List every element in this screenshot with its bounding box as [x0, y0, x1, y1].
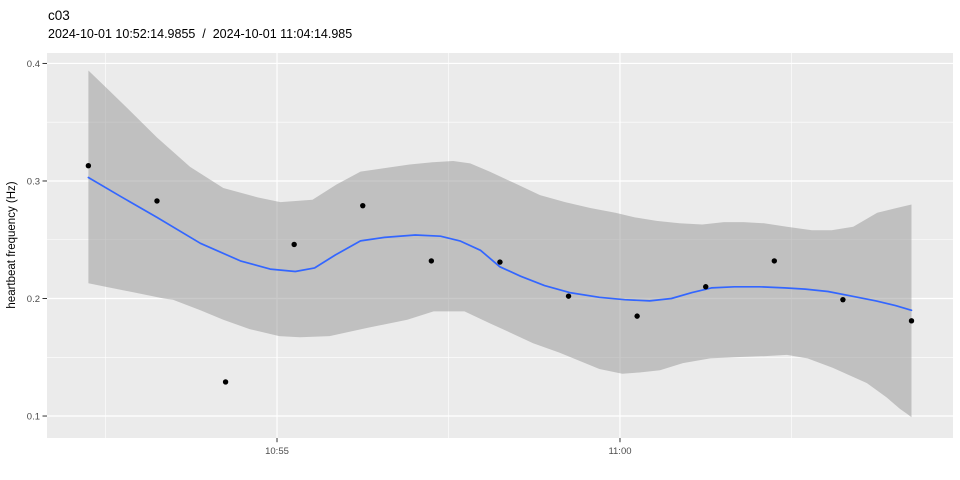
- data-point: [222, 379, 229, 385]
- data-point: [634, 313, 640, 319]
- x-tick-label: 11:00: [608, 446, 631, 457]
- x-tick-label: 10:55: [265, 446, 289, 457]
- data-point: [291, 241, 297, 248]
- smooth-line: [87, 176, 913, 312]
- y-tick-label: 0.3: [27, 176, 40, 187]
- confidence-ribbon: [88, 70, 912, 418]
- data-point: [908, 318, 915, 324]
- data-point: [154, 198, 160, 204]
- data-point: [360, 202, 366, 209]
- chart-title: c03: [48, 8, 70, 23]
- y-tick-label: 0.1: [27, 411, 40, 422]
- y-tick-label: 0.2: [27, 294, 40, 305]
- data-point: [565, 293, 572, 299]
- data-point: [771, 258, 778, 264]
- data-point: [428, 258, 435, 264]
- y-tick-label: 0.4: [27, 59, 40, 70]
- data-point: [85, 163, 92, 169]
- data-point: [840, 296, 846, 303]
- chart-subtitle: 2024-10-01 10:52:14.9855 / 2024-10-01 11…: [48, 27, 353, 41]
- data-point: [703, 284, 709, 290]
- data-point: [497, 259, 503, 265]
